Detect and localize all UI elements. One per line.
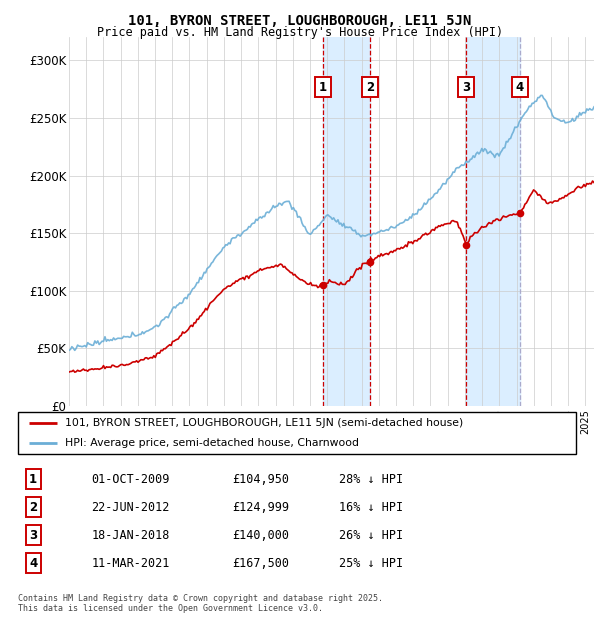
Text: 18-JAN-2018: 18-JAN-2018	[91, 529, 170, 541]
Text: 1: 1	[319, 81, 327, 94]
Text: 25% ↓ HPI: 25% ↓ HPI	[340, 557, 404, 570]
Text: 101, BYRON STREET, LOUGHBOROUGH, LE11 5JN: 101, BYRON STREET, LOUGHBOROUGH, LE11 5J…	[128, 14, 472, 28]
Text: 2: 2	[365, 81, 374, 94]
Text: £124,999: £124,999	[232, 500, 289, 513]
Text: 3: 3	[461, 81, 470, 94]
Text: £140,000: £140,000	[232, 529, 289, 541]
Text: 26% ↓ HPI: 26% ↓ HPI	[340, 529, 404, 541]
Bar	[323, 37, 370, 406]
Bar	[466, 37, 520, 406]
Text: £104,950: £104,950	[232, 472, 289, 485]
Text: HPI: Average price, semi-detached house, Charnwood: HPI: Average price, semi-detached house,…	[65, 438, 359, 448]
Text: 22-JUN-2012: 22-JUN-2012	[91, 500, 170, 513]
Text: This data is licensed under the Open Government Licence v3.0.: This data is licensed under the Open Gov…	[18, 604, 323, 613]
Text: 11-MAR-2021: 11-MAR-2021	[91, 557, 170, 570]
Text: 01-OCT-2009: 01-OCT-2009	[91, 472, 170, 485]
Text: 4: 4	[515, 81, 524, 94]
Text: 3: 3	[29, 529, 37, 541]
Text: £167,500: £167,500	[232, 557, 289, 570]
Text: Contains HM Land Registry data © Crown copyright and database right 2025.: Contains HM Land Registry data © Crown c…	[18, 594, 383, 603]
Text: Price paid vs. HM Land Registry's House Price Index (HPI): Price paid vs. HM Land Registry's House …	[97, 26, 503, 39]
Text: 1: 1	[29, 472, 37, 485]
Text: 4: 4	[29, 557, 37, 570]
Text: 28% ↓ HPI: 28% ↓ HPI	[340, 472, 404, 485]
Text: 16% ↓ HPI: 16% ↓ HPI	[340, 500, 404, 513]
Text: 101, BYRON STREET, LOUGHBOROUGH, LE11 5JN (semi-detached house): 101, BYRON STREET, LOUGHBOROUGH, LE11 5J…	[65, 418, 464, 428]
Text: 2: 2	[29, 500, 37, 513]
